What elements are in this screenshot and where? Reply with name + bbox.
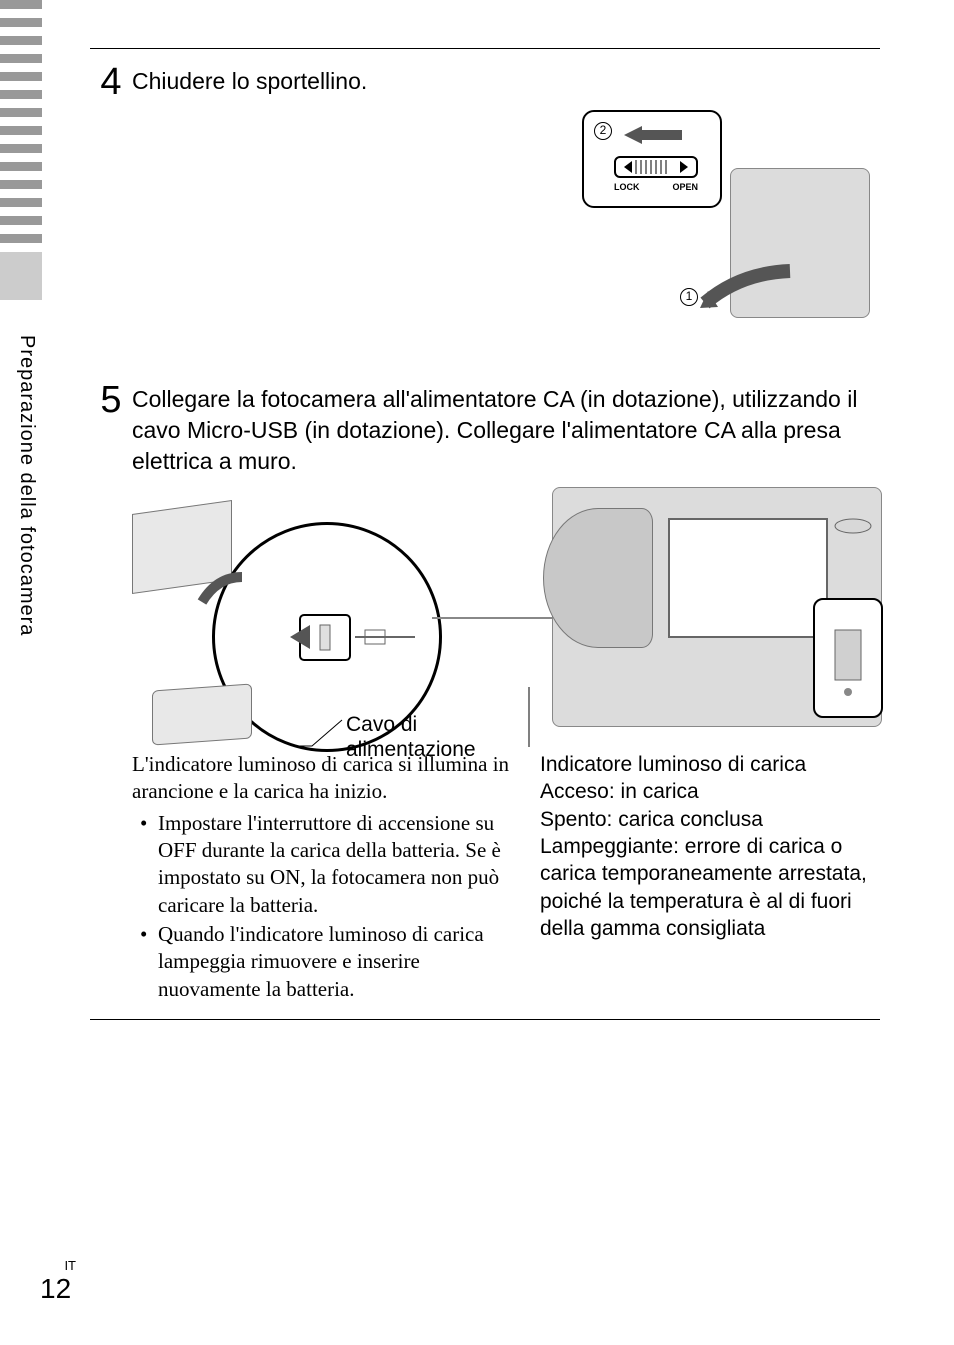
open-label: OPEN — [672, 182, 698, 192]
marker-1-icon: 1 — [680, 288, 698, 306]
lang-code: IT — [40, 1258, 76, 1273]
indicator-on: Acceso: in carica — [540, 778, 880, 805]
dial-icon — [833, 518, 873, 534]
bottom-rule — [90, 1019, 880, 1020]
step-4-illustration: 2 LOCK OPEN 1 — [580, 108, 878, 323]
tab-dashes — [0, 0, 42, 243]
camera-screen-icon — [668, 518, 828, 638]
section-label: Preparazione della fotocamera — [15, 335, 38, 636]
step-5-right-column: Indicatore luminoso di carica Acceso: in… — [540, 751, 880, 1005]
cable-label-1: Cavo di — [346, 713, 417, 736]
step-5-number: 5 — [90, 381, 132, 419]
indicator-off: Spento: carica conclusa — [540, 806, 880, 833]
lock-label: LOCK — [614, 182, 640, 192]
camera-side-icon — [552, 487, 882, 727]
usb-port-callout — [813, 598, 883, 718]
page-number: 12 — [40, 1273, 76, 1305]
arrow-left-icon — [624, 126, 642, 144]
step-5-bullets: Impostare l'interruttore di accensione s… — [132, 810, 510, 1003]
power-brick-icon — [152, 684, 252, 746]
lock-slider-callout: 2 LOCK OPEN — [582, 110, 722, 208]
active-section-tab — [0, 252, 42, 300]
step-4-number: 4 — [90, 63, 132, 101]
indicator-line — [528, 687, 530, 747]
indicator-blink: Lampeggiante: errore di carica o carica … — [540, 833, 880, 942]
step-5-columns: L'indicatore luminoso di carica si illum… — [132, 751, 880, 1005]
arrow-curve-icon — [700, 263, 800, 313]
step-5-illustration: Cavo di alimentazione — [132, 487, 922, 747]
marker-2-icon: 2 — [594, 122, 612, 140]
step-4-text: Chiudere lo sportellino. — [132, 63, 880, 97]
cable-leader-line — [292, 718, 346, 750]
step-5: 5 Collegare la fotocamera all'alimentato… — [90, 381, 880, 477]
page-content: 4 Chiudere lo sportellino. 2 LOCK OPEN 1… — [90, 48, 880, 1020]
lock-slider-icon — [614, 156, 698, 178]
bullet-item: Impostare l'interruttore di accensione s… — [132, 810, 510, 919]
plug-arrow-icon — [197, 572, 247, 612]
power-cable-label: Cavo di alimentazione — [346, 712, 476, 762]
step-5-left-column: L'indicatore luminoso di carica si illum… — [132, 751, 510, 1005]
step-5-block: 5 Collegare la fotocamera all'alimentato… — [90, 381, 880, 1005]
step-4: 4 Chiudere lo sportellino. — [90, 63, 880, 101]
lens-icon — [543, 508, 653, 648]
side-tab-bar — [0, 0, 42, 300]
step-5-text: Collegare la fotocamera all'alimentatore… — [132, 381, 880, 477]
page-footer: IT 12 — [40, 1258, 76, 1305]
top-rule — [90, 48, 880, 49]
indicator-heading: Indicatore luminoso di carica — [540, 751, 880, 778]
bullet-item: Quando l'indicatore luminoso di carica l… — [132, 921, 510, 1003]
cable-label-2: alimentazione — [346, 738, 476, 761]
lock-open-labels: LOCK OPEN — [614, 182, 698, 192]
